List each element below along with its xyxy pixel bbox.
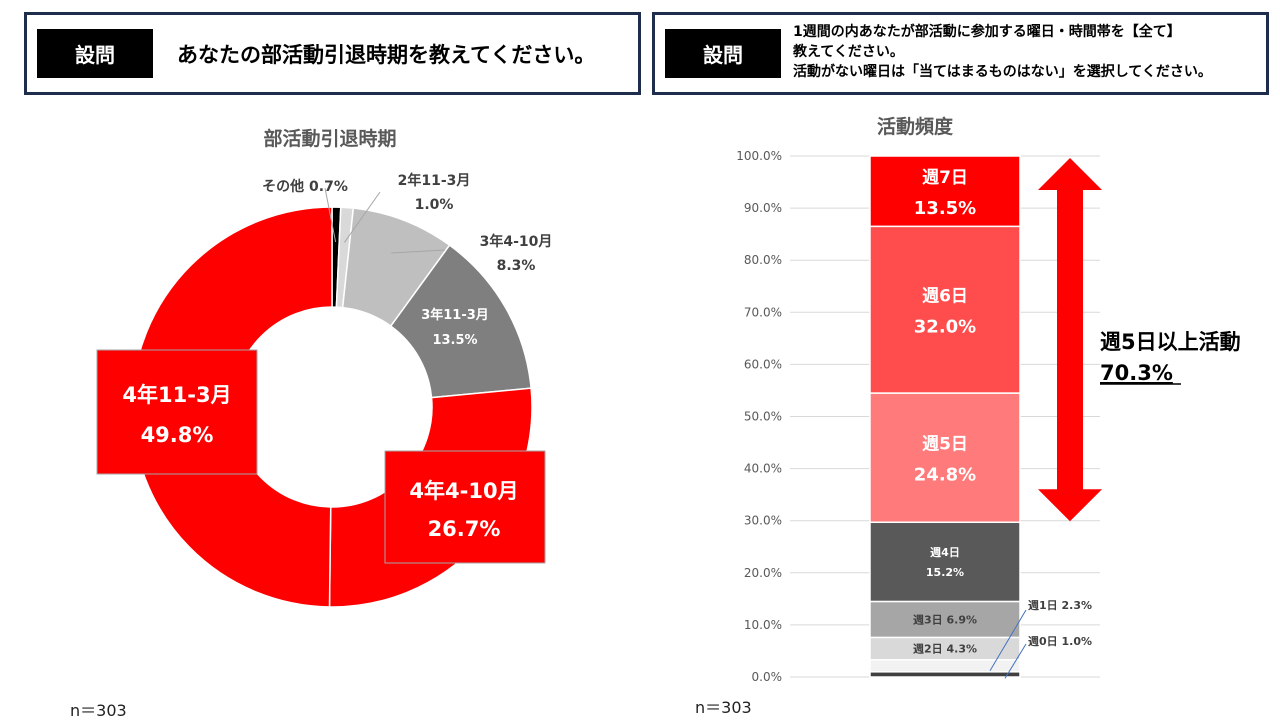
y-tick-label-5: 50.0% <box>744 410 782 424</box>
donut-label-5: 4年11-3月 <box>122 383 231 407</box>
donut-label-4: 4年4-10月 <box>409 479 518 503</box>
bar-label-2: 週2日 4.3% <box>913 642 977 656</box>
bar-label-3: 週3日 6.9% <box>913 612 977 626</box>
question-tag-right: 設問 <box>665 29 781 78</box>
question-box-left: 設問 あなたの部活動引退時期を教えてください。 <box>24 12 641 95</box>
donut-value-4: 26.7% <box>428 517 501 541</box>
annotation-label: 週5日以上活動 <box>1100 330 1241 354</box>
bar-label-4: 週4日 <box>930 545 960 559</box>
annotation-value: 70.3% <box>1100 361 1173 385</box>
double-arrow-icon <box>1038 158 1102 522</box>
bar-segment-6 <box>869 225 1021 394</box>
bar-chart-title: 活動頻度 <box>876 116 953 138</box>
donut-label-3: 3年11-3月 <box>421 307 489 323</box>
donut-value-1: 1.0% <box>415 197 454 213</box>
y-tick-label-1: 10.0% <box>744 618 782 632</box>
y-tick-label-7: 70.0% <box>744 305 782 319</box>
question-tag-left: 設問 <box>37 29 153 78</box>
donut-label-2: 3年4-10月 <box>480 233 553 250</box>
bar-value-7: 13.5% <box>914 198 976 219</box>
sample-size-left: n＝303 <box>70 701 127 720</box>
question-line-1: 1週間の内あなたが部活動に参加する曜日・時間帯を【全て】 <box>793 24 1181 40</box>
bar-segment-4 <box>869 521 1021 603</box>
y-tick-label-4: 40.0% <box>744 462 782 476</box>
donut-callout-box-4 <box>384 450 546 564</box>
stacked-bar-chart: 0.0% 10.0% 20.0% 30.0% 40.0% 50.0% 60.0% 70.0% 8… <box>736 149 1241 684</box>
donut-value-3: 13.5% <box>432 333 477 348</box>
y-tick-label-10: 100.0% <box>736 149 782 163</box>
bar-leader-1 <box>989 609 1027 672</box>
donut-chart-title: 部活動引退時期 <box>263 128 397 150</box>
y-tick-label-8: 80.0% <box>744 253 782 267</box>
donut-leader-2 <box>391 249 446 254</box>
question-text-right: 1週間の内あなたが部活動に参加する曜日・時間帯を【全て】 教えてください。 活動… <box>793 22 1212 82</box>
bar-label-6: 週6日 <box>922 287 968 307</box>
donut-label-1: 2年11-3月 <box>398 172 471 189</box>
question-text-left: あなたの部活動引退時期を教えてください。 <box>177 43 596 67</box>
question-box-right: 設問 1週間の内あなたが部活動に参加する曜日・時間帯を【全て】 教えてください。… <box>652 12 1269 95</box>
bar-label-5: 週5日 <box>922 435 968 455</box>
bar-value-5: 24.8% <box>914 465 976 486</box>
donut-callout-box-5 <box>96 349 258 475</box>
bar-segment-1 <box>869 659 1021 673</box>
y-tick-label-6: 60.0% <box>744 357 782 371</box>
bar-segment-5 <box>869 392 1021 524</box>
y-tick-label-3: 30.0% <box>744 514 782 528</box>
y-tick-label-0: 0.0% <box>752 670 783 684</box>
question-line-3: 活動がない曜日は「当てはまるものはない」を選択してください。 <box>793 64 1212 80</box>
y-tick-label-2: 20.0% <box>744 566 782 580</box>
bar-label-1: 週1日 2.3% <box>1028 598 1092 612</box>
y-tick-label-9: 90.0% <box>744 201 782 215</box>
bar-label-7: 週7日 <box>922 168 968 188</box>
bar-segment-3 <box>869 600 1021 639</box>
bar-label-0: 週0日 1.0% <box>1028 634 1092 648</box>
donut-chart: その他 0.7% 2年11-3月 1.0% 3年4-10月 8.3% 3年11-3月 13.… <box>96 172 553 608</box>
question-line-2: 教えてください。 <box>793 44 904 60</box>
donut-leader-0 <box>324 187 337 243</box>
bar-leader-0 <box>1004 643 1027 679</box>
donut-value-5: 49.8% <box>141 423 214 447</box>
donut-label-0: その他 0.7% <box>262 178 348 195</box>
bar-segment-7 <box>869 155 1021 228</box>
donut-leader-1 <box>344 191 381 243</box>
bar-value-4: 15.2% <box>926 566 964 579</box>
sample-size-right: n＝303 <box>695 698 752 717</box>
bar-value-6: 32.0% <box>914 317 976 338</box>
bar-segment-0 <box>869 671 1021 678</box>
donut-value-2: 8.3% <box>497 258 536 274</box>
